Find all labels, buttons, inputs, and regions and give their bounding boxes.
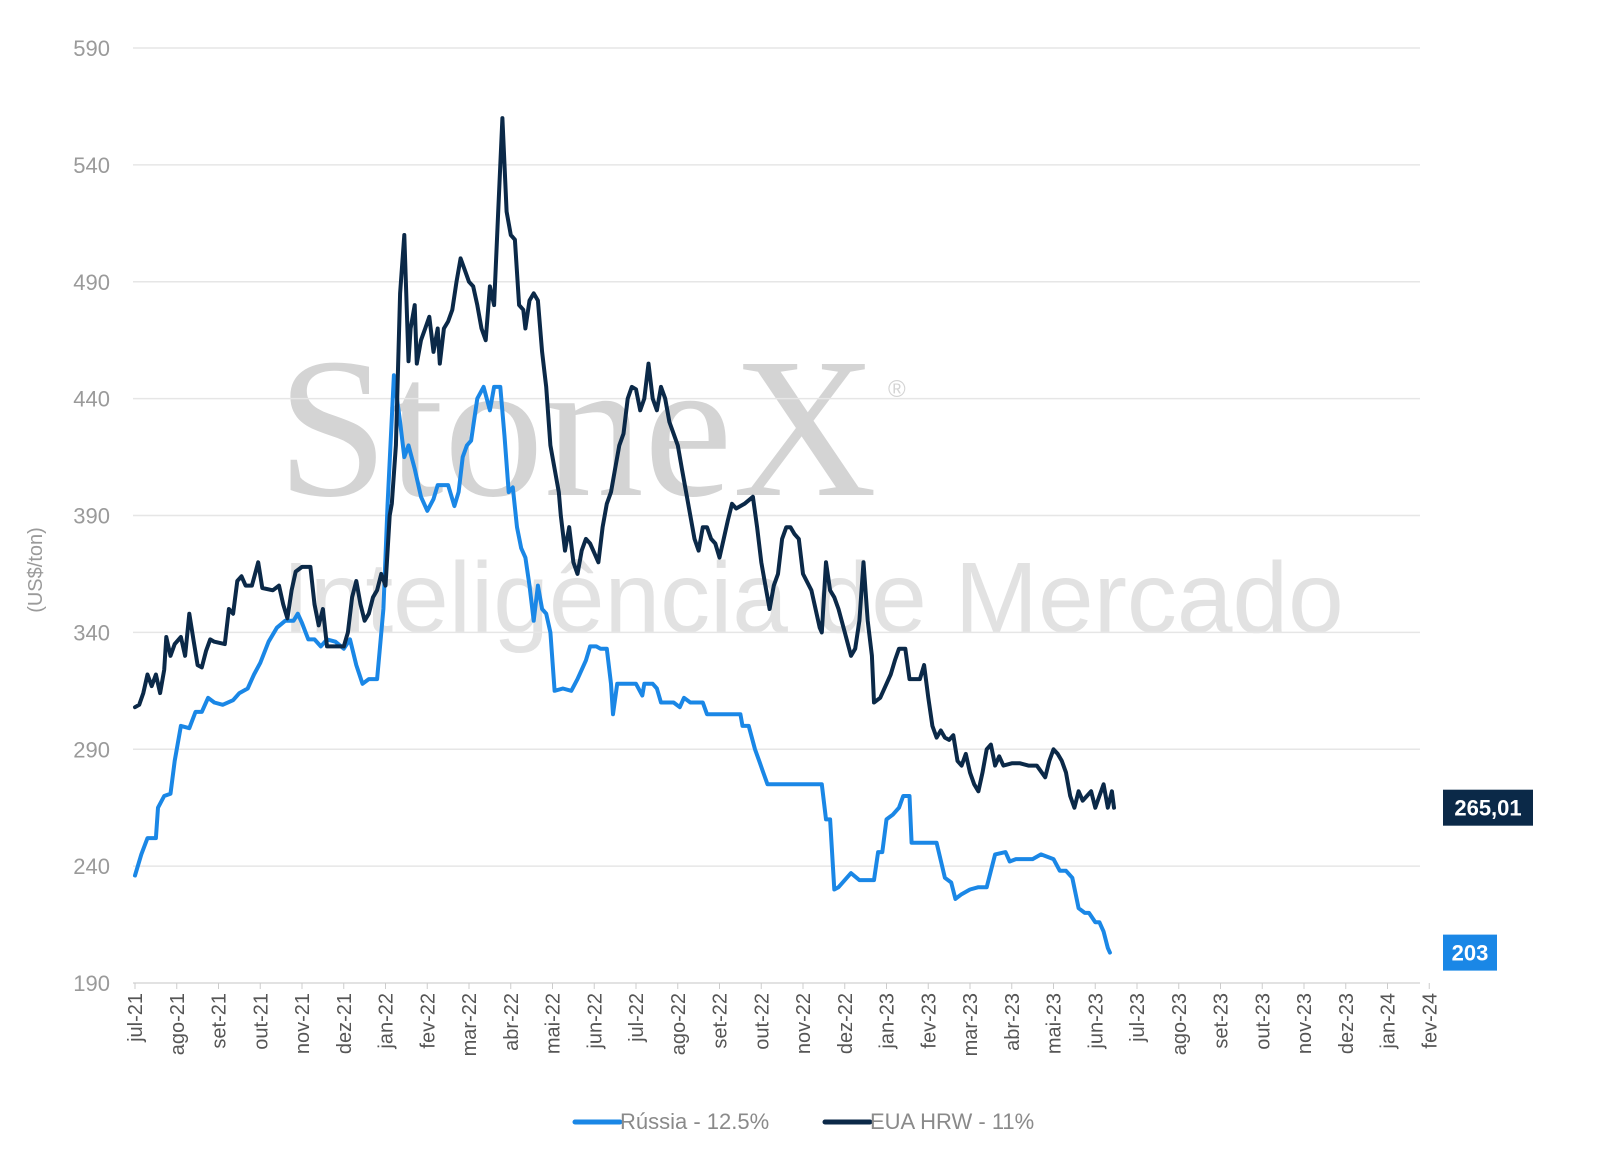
end-label-box <box>1443 934 1497 971</box>
y-tick-label: 240 <box>73 854 110 879</box>
x-tick-label: ago-21 <box>167 993 189 1055</box>
series-line-eua-hrw <box>133 116 1116 810</box>
x-tick-label: mar-23 <box>960 993 982 1056</box>
x-tick-label: dez-23 <box>1336 993 1358 1054</box>
y-axis-title: (US$/ton) <box>25 527 47 613</box>
x-tick-label: mar-22 <box>459 993 481 1056</box>
x-tick-label: out-22 <box>751 993 773 1050</box>
x-tick-label: jun-23 <box>1085 993 1107 1050</box>
end-label-box <box>1443 789 1533 826</box>
x-tick-label: set-23 <box>1211 993 1233 1049</box>
y-tick-label: 390 <box>73 504 110 529</box>
end-value-label: 203 <box>1452 941 1489 966</box>
x-tick-label: jun-22 <box>584 993 606 1050</box>
y-tick-label: 190 <box>73 971 110 996</box>
x-axis-ticks: jul-21 ago-21 set-21 out-21 nov-21 dez-21 jan-… <box>125 983 1441 1056</box>
x-tick-label: ago-22 <box>668 993 690 1055</box>
x-tick-label: dez-22 <box>835 993 857 1054</box>
x-tick-label: nov-23 <box>1294 993 1316 1054</box>
end-value-label: 265,01 <box>1454 796 1521 821</box>
x-tick-label: jan-22 <box>376 993 398 1050</box>
series-lines <box>133 116 1116 955</box>
x-tick-label: fev-22 <box>417 993 439 1049</box>
x-tick-label: out-23 <box>1252 993 1274 1050</box>
end-value-labels: 203 265,01 <box>1443 789 1533 971</box>
x-tick-label: jan-23 <box>877 993 899 1050</box>
x-tick-label: out-21 <box>250 993 272 1050</box>
x-tick-label: dez-21 <box>334 993 356 1054</box>
y-tick-label: 290 <box>73 737 110 762</box>
y-tick-label: 540 <box>73 153 110 178</box>
legend-label: Rússia - 12.5% <box>620 1109 769 1134</box>
series-line-russia <box>133 373 1112 955</box>
y-tick-label: 590 <box>73 36 110 61</box>
legend: Rússia - 12.5% EUA HRW - 11% <box>572 1109 1034 1134</box>
x-tick-label: fev-23 <box>918 993 940 1049</box>
x-tick-label: jan-24 <box>1378 993 1400 1050</box>
watermark-brand: StoneX <box>277 318 877 539</box>
x-tick-label: fev-24 <box>1419 993 1441 1049</box>
x-tick-label: jul-21 <box>125 993 147 1043</box>
x-tick-label: nov-21 <box>292 993 314 1054</box>
x-tick-label: set-22 <box>710 993 732 1049</box>
watermark-registered-mark: ® <box>888 376 906 403</box>
x-tick-label: abr-23 <box>1002 993 1024 1051</box>
y-axis-ticks: 190 240 290 340 390 440 490 540 590 <box>73 36 110 996</box>
x-tick-label: jul-22 <box>626 993 648 1043</box>
x-tick-label: mai-22 <box>543 993 565 1054</box>
x-tick-label: jul-23 <box>1127 993 1149 1043</box>
x-tick-label: abr-22 <box>501 993 523 1051</box>
x-tick-label: nov-22 <box>793 993 815 1054</box>
y-tick-label: 490 <box>73 270 110 295</box>
x-tick-label: mai-23 <box>1044 993 1066 1054</box>
x-tick-label: ago-23 <box>1169 993 1191 1055</box>
legend-label: EUA HRW - 11% <box>870 1109 1034 1134</box>
x-tick-label: set-21 <box>209 993 231 1049</box>
y-tick-label: 440 <box>73 387 110 412</box>
y-tick-label: 340 <box>73 620 110 645</box>
